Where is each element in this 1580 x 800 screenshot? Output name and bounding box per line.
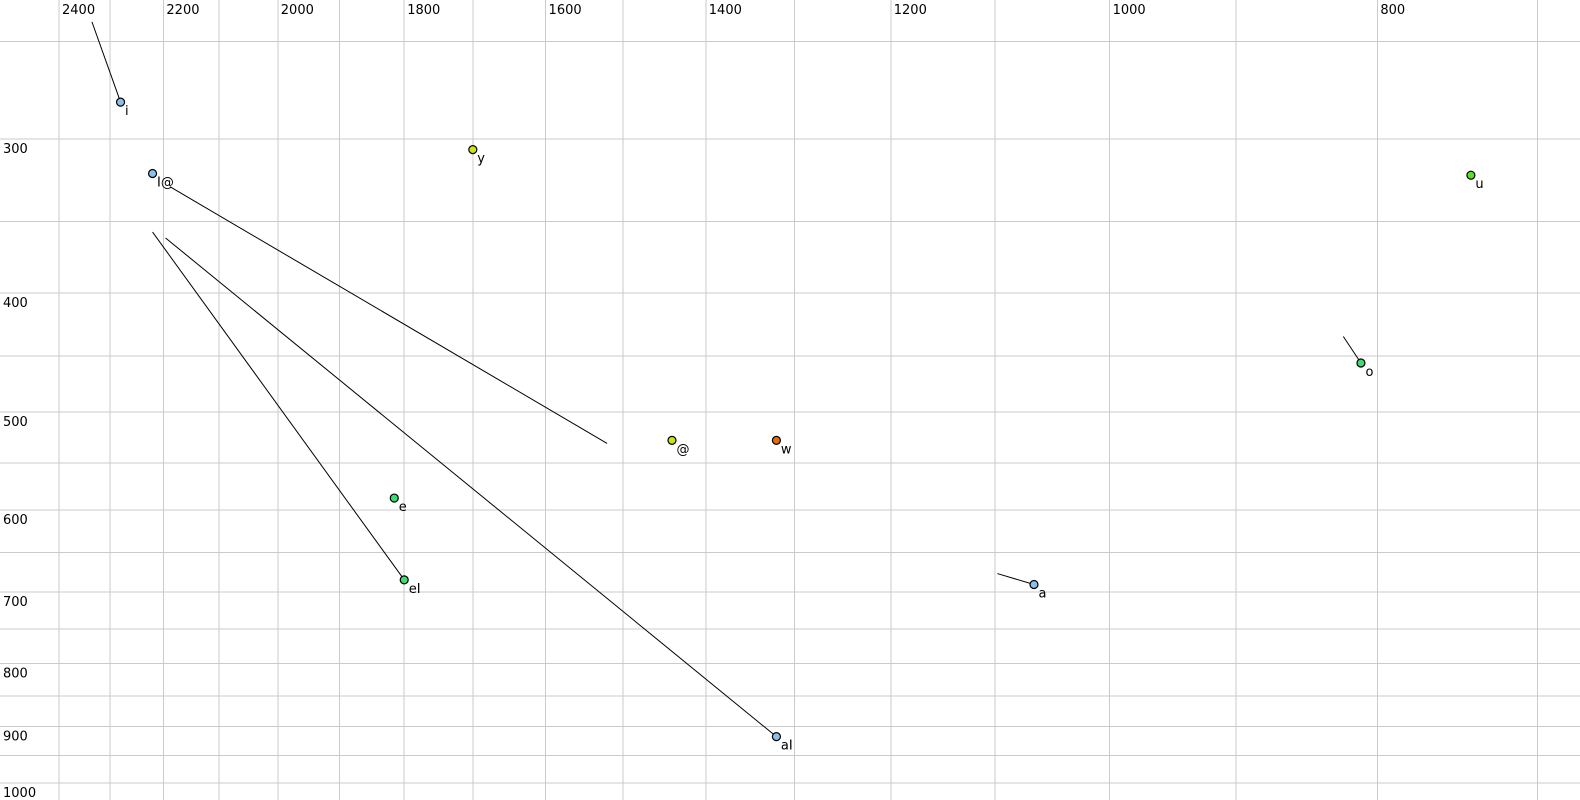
x-tick-label-1000: 1000 — [1113, 3, 1146, 18]
point-label-eI: eI — [409, 582, 421, 597]
trajectory-I@ — [169, 186, 608, 444]
point-layer: i y I@ u o @ w e eI a aI — [115, 97, 1484, 754]
y-tick-label-1000: 1000 — [3, 786, 36, 800]
point-I@ — [147, 168, 158, 179]
point-e — [389, 493, 399, 503]
point-u — [1466, 170, 1476, 180]
point-a — [1029, 579, 1039, 590]
point-label-aI: aI — [781, 739, 793, 754]
point-label-@: @ — [676, 442, 689, 457]
point-label-y: y — [477, 152, 485, 167]
point-label-o: o — [1365, 365, 1373, 380]
point-label-i: i — [125, 104, 129, 119]
axis-label-layer: 2400 2200 2000 1800 1600 1400 1200 1000 800 300 40… — [3, 3, 1405, 800]
point-o — [1356, 358, 1366, 368]
trajectory-a — [997, 573, 1035, 586]
point-i — [115, 97, 126, 107]
point-label-a: a — [1038, 587, 1046, 602]
point-label-I@: I@ — [157, 176, 174, 191]
x-tick-label-1400: 1400 — [709, 3, 742, 18]
trajectory-o — [1342, 336, 1362, 364]
trajectory-layer — [91, 21, 1362, 738]
point-label-u: u — [1475, 177, 1483, 192]
x-tick-label-2200: 2200 — [166, 3, 199, 18]
trajectory-i — [91, 21, 122, 103]
point-aI — [771, 732, 782, 742]
x-tick-label-2400: 2400 — [62, 3, 95, 18]
y-tick-label-600: 600 — [3, 513, 28, 528]
x-tick-label-2000: 2000 — [281, 3, 314, 18]
x-tick-label-1200: 1200 — [894, 3, 927, 18]
trajectory-aI — [165, 237, 777, 738]
y-tick-label-700: 700 — [3, 595, 28, 610]
trajectory-eI — [152, 231, 405, 581]
point-label-e: e — [399, 500, 407, 515]
y-tick-label-800: 800 — [3, 667, 28, 682]
y-tick-label-300: 300 — [3, 142, 28, 157]
x-tick-label-1800: 1800 — [407, 3, 440, 18]
point-w — [771, 435, 782, 445]
y-tick-label-900: 900 — [3, 730, 28, 745]
point-y — [468, 144, 478, 155]
point-@ — [667, 435, 677, 445]
y-tick-label-500: 500 — [3, 415, 28, 430]
y-tick-label-400: 400 — [3, 296, 28, 311]
point-eI — [399, 575, 409, 585]
point-label-w: w — [781, 442, 792, 457]
x-tick-label-800: 800 — [1380, 3, 1405, 18]
x-tick-label-1600: 1600 — [549, 3, 582, 18]
